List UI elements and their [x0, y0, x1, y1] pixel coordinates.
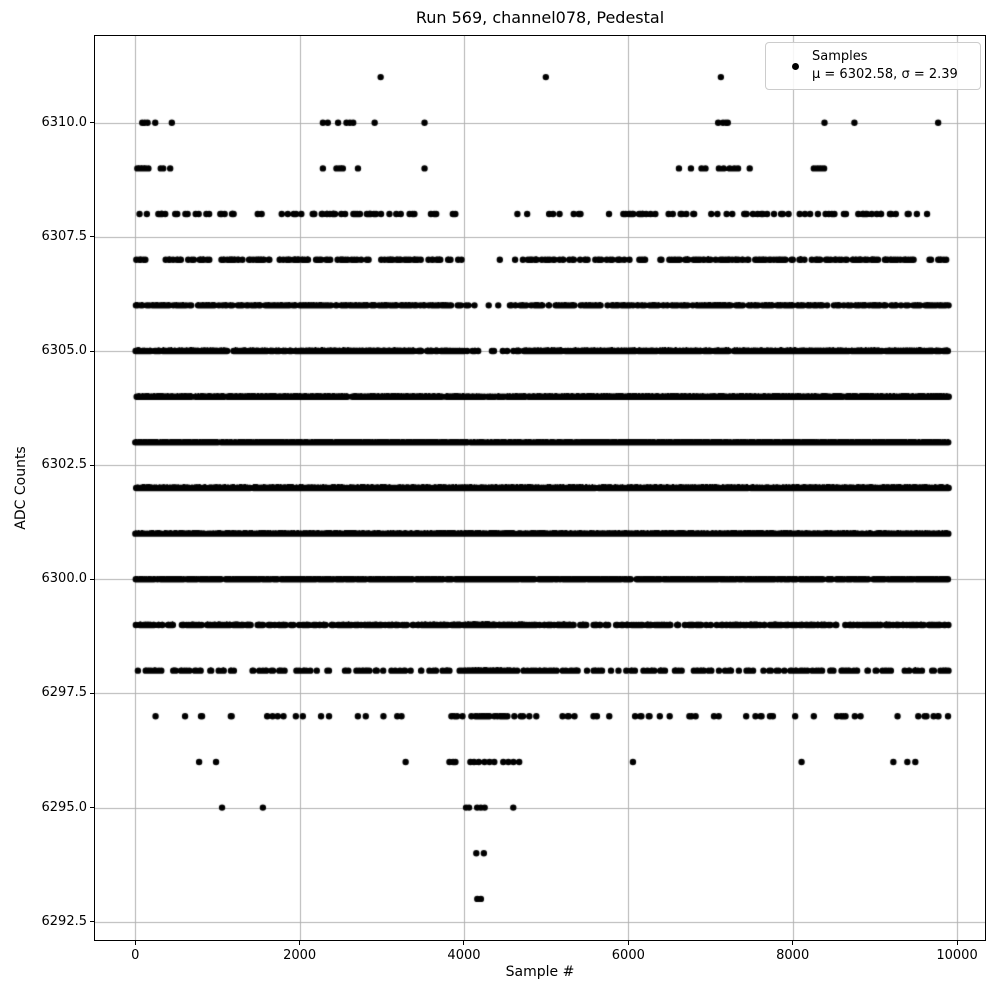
y-tick-label: 6307.5: [41, 228, 88, 244]
plot-title: Run 569, channel078, Pedestal: [415, 8, 665, 27]
legend-label-stats: μ = 6302.58, σ = 2.39: [812, 67, 958, 82]
y-tick-label: 6305.0: [41, 343, 88, 359]
x-tick-mark: [299, 941, 301, 945]
x-tick-mark: [627, 941, 629, 945]
y-tick-label: 6297.5: [41, 685, 88, 701]
y-tick-mark: [90, 578, 94, 580]
plot-area: [94, 35, 986, 941]
y-tick-mark: [90, 350, 94, 352]
x-tick-label: 2000: [283, 948, 317, 963]
y-tick-label: 6300.0: [41, 571, 88, 587]
y-axis-label: ADC Counts: [13, 446, 29, 530]
x-tick-label: 4000: [447, 948, 481, 963]
x-tick-label: 6000: [611, 948, 645, 963]
y-tick-label: 6310.0: [41, 114, 88, 130]
y-tick-mark: [90, 236, 94, 238]
x-tick-mark: [956, 941, 958, 945]
y-tick-label: 6295.0: [41, 799, 88, 815]
y-tick-mark: [90, 122, 94, 124]
x-tick-mark: [792, 941, 794, 945]
x-axis-label: Sample #: [505, 964, 575, 980]
scatter-canvas: [95, 36, 985, 940]
legend: Samples μ = 6302.58, σ = 2.39: [765, 42, 981, 90]
y-tick-mark: [90, 807, 94, 809]
legend-text: Samples μ = 6302.58, σ = 2.39: [812, 48, 958, 84]
legend-sample-marker-icon: [792, 62, 799, 70]
x-tick-label: 8000: [776, 948, 810, 963]
x-tick-mark: [134, 941, 136, 945]
x-tick-label: 0: [131, 948, 140, 963]
y-tick-label: 6302.5: [41, 457, 88, 473]
y-tick-mark: [90, 921, 94, 923]
x-tick-mark: [463, 941, 465, 945]
legend-label-samples: Samples: [812, 49, 868, 64]
y-tick-mark: [90, 464, 94, 466]
y-tick-label: 6292.5: [41, 913, 88, 929]
y-tick-mark: [90, 692, 94, 694]
x-tick-label: 10000: [936, 948, 978, 963]
